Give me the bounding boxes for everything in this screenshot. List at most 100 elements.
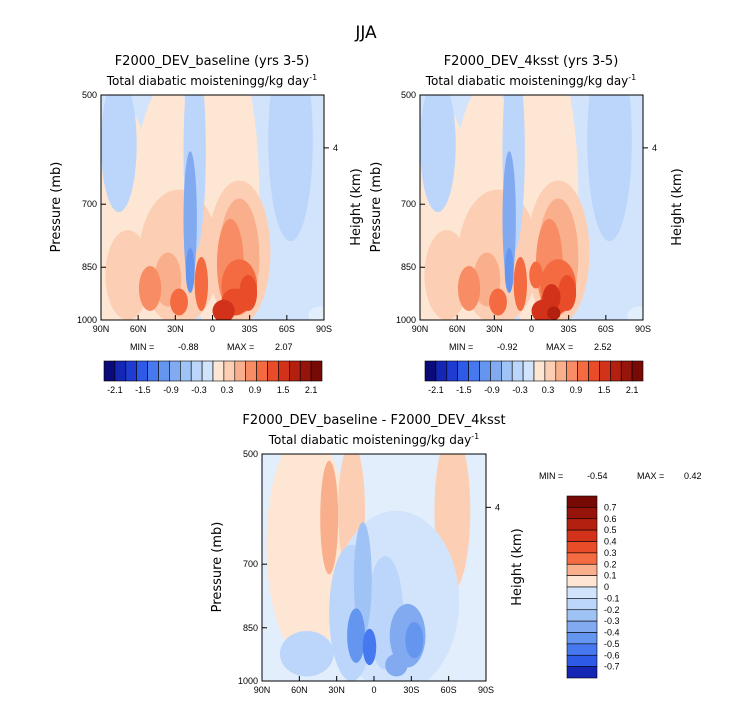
panel-baseline-ylabel: Pressure (mb) [49,162,64,253]
contour-fill [504,248,514,293]
colorbar-swatch [180,360,192,382]
x-tick-label: 30S [561,324,577,334]
y-tick-label: 700 [401,199,416,209]
colorbar-swatch [103,360,116,382]
colorbar-swatch [533,360,546,382]
x-tick-label: 60N [449,324,466,334]
colorbar-swatch [566,654,598,667]
colorbar-swatch [566,632,598,645]
x-tick-label: 30S [403,685,419,695]
panel-difference-min-value: -0.54 [587,471,608,481]
colorbar-label: 0.3 [221,385,234,395]
contour-fill [105,230,151,320]
colorbar-label: -0.6 [604,650,620,660]
contour-fill [489,288,507,316]
contour-fill [101,95,137,212]
panel-difference-ylabel: Pressure (mb) [210,522,225,613]
contour-fill [170,288,188,316]
contour-fill [194,257,209,311]
contour-fill [239,275,258,311]
colorbar-swatch [631,360,644,382]
colorbar-label: 0 [604,582,609,592]
colorbar-label: 0.3 [604,548,617,558]
x-tick-label: 90S [316,324,332,334]
contour-fill [587,95,632,242]
panel-baseline-max-value: 2.07 [275,342,293,352]
panel-baseline-min-label: MIN = [130,342,154,352]
panel-difference-title: F2000_DEV_baseline - F2000_DEV_4ksst [242,413,505,428]
y-right-tick-label: 4 [652,143,657,153]
y-right-tick-label: 4 [333,143,338,153]
colorbar-swatch [577,360,589,382]
colorbar-swatch [588,360,600,382]
colorbar-swatch [136,360,148,382]
panel-4ksst-field [420,95,643,320]
panel-baseline-max-label: MAX = [227,342,254,352]
panel-difference-field [262,454,486,681]
contour-fill [420,95,456,212]
contour-fill [308,306,324,320]
x-tick-label: 60S [441,685,457,695]
y-tick-label: 1000 [77,315,97,325]
panel-4ksst-colorbar: -2.1 -1.5 -0.9 -0.3 0.3 0.9 1.5 2.1 [424,360,644,395]
x-tick-label: 30N [486,324,503,334]
panel-4ksst: F2000_DEV_4ksst (yrs 3-5) Total diabatic… [369,54,685,395]
x-tick-label: 30N [167,324,184,334]
x-tick-label: 90N [254,685,271,695]
colorbar-swatch [566,620,598,633]
panel-baseline: F2000_DEV_baseline (yrs 3-5) Total diaba… [49,54,364,395]
colorbar-label: 2.1 [305,385,318,395]
colorbar-label: -1.5 [135,385,151,395]
colorbar-swatch [566,609,598,622]
colorbar-swatch [310,360,323,382]
contour-fill [461,665,486,681]
colorbar-label: -0.9 [163,385,179,395]
colorbar-label: -0.2 [604,605,620,615]
colorbar-label: 0.9 [249,385,262,395]
colorbar-swatch [114,360,127,382]
contour-fill [385,653,408,677]
x-tick-label: 30S [242,324,258,334]
x-tick-label: 90N [93,324,110,334]
colorbar-swatch [566,518,598,531]
x-tick-label: 60S [279,324,295,334]
colorbar-label: -2.1 [107,385,123,395]
colorbar-swatch [256,360,268,382]
contour-fill [185,248,195,293]
x-tick-label: 0 [210,324,215,334]
colorbar-swatch [555,360,567,382]
panel-baseline-ylabel-right: Height (km) [349,168,364,245]
colorbar-label: 0.5 [604,525,617,535]
contour-fill [268,95,313,242]
colorbar-swatch [511,360,524,382]
panel-difference-ticks: 90N 60N 30N 0 30S 60S 90S 500 700 850 1000 4 [238,449,500,695]
contour-fill [362,628,377,666]
panel-difference-colorbar: 0.70.60.50.40.30.20.10-0.1-0.2-0.3-0.4-0… [566,495,620,679]
colorbar-swatch [435,360,448,382]
colorbar-swatch [566,552,598,565]
colorbar-swatch [500,360,513,382]
colorbar-swatch [147,360,159,382]
y-tick-label: 850 [82,262,97,272]
colorbar-label: -0.1 [604,593,620,603]
panel-baseline-ticks: 90N 60N 30N 0 30S 60S 90S 500 700 850 1000 4 [77,90,338,334]
colorbar-swatch [424,360,437,382]
colorbar-swatch [169,360,181,382]
figure-title: JJA [354,23,377,43]
contour-fill [320,460,339,575]
panel-difference-subtitle: Total diabatic moisteningg/kg day-1 [268,432,480,447]
colorbar-swatch [212,360,225,382]
x-tick-label: 0 [371,685,376,695]
colorbar-label: -0.3 [512,385,528,395]
colorbar-swatch [288,360,301,382]
contour-fill [558,275,577,311]
panel-4ksst-subtitle: Total diabatic moisteningg/kg day-1 [425,73,637,88]
colorbar-swatch [190,360,203,382]
colorbar-swatch [457,360,469,382]
colorbar-label: 0.9 [570,385,583,395]
contour-fill [353,522,372,636]
x-tick-label: 30N [328,685,345,695]
y-tick-label: 1000 [396,315,416,325]
contour-fill [347,608,366,663]
